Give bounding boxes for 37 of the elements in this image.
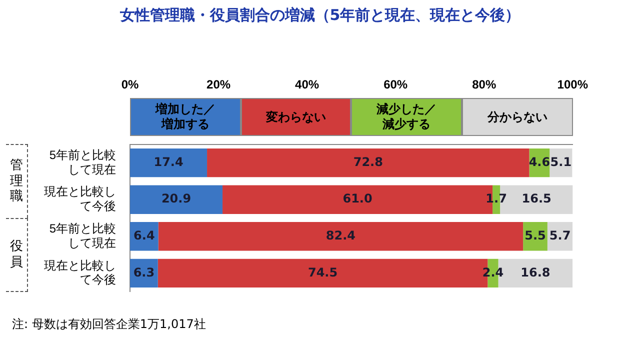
bar <box>207 148 530 178</box>
data-label: 16.8 <box>520 265 550 280</box>
x-tick-label: 0% <box>121 78 139 92</box>
text: 分からない <box>487 110 548 125</box>
data-label: 4.6 <box>528 154 550 169</box>
text: 管理職 <box>10 158 23 206</box>
x-tick-label: 80% <box>472 78 496 92</box>
data-label: 5.7 <box>549 228 571 243</box>
data-label: 82.4 <box>326 228 356 243</box>
data-label: 17.4 <box>154 154 184 169</box>
data-label: 1.7 <box>486 192 507 206</box>
x-tick-label: 60% <box>384 78 408 92</box>
y-tick-label: 5年前と比較して現在 <box>49 148 116 176</box>
y-tick-label: 現在と比較して今後 <box>44 258 116 287</box>
bar <box>158 222 524 251</box>
x-tick-label: 100% <box>557 78 588 92</box>
data-label: 5.5 <box>524 228 546 243</box>
bar <box>130 148 208 178</box>
data-label: 5.1 <box>550 154 572 169</box>
data-label: 6.4 <box>134 228 155 243</box>
data-label: 72.8 <box>353 154 383 169</box>
data-label: 74.5 <box>308 265 338 280</box>
chart-title: 女性管理職・役員割合の増減（5年前と現在、現在と今後） <box>118 6 522 25</box>
data-label: 61.0 <box>342 192 372 206</box>
text: 注: 母数は有効回答企業1万1,017社 <box>12 316 206 333</box>
text: 役員 <box>10 239 23 270</box>
data-label: 20.9 <box>161 192 192 206</box>
text: 減少した／減少する <box>376 102 438 132</box>
series-label: 増加した／増加する <box>154 102 216 132</box>
x-tick-label: 20% <box>206 78 231 92</box>
bar <box>130 185 223 214</box>
text: 変わらない <box>266 110 326 125</box>
y-tick-label: 5年前と比較して現在 <box>49 222 116 250</box>
data-label: 16.5 <box>522 192 552 206</box>
y-tick-label: 現在と比較して今後 <box>44 184 116 214</box>
x-tick-label: 40% <box>295 78 320 92</box>
data-label: 6.3 <box>133 265 155 280</box>
